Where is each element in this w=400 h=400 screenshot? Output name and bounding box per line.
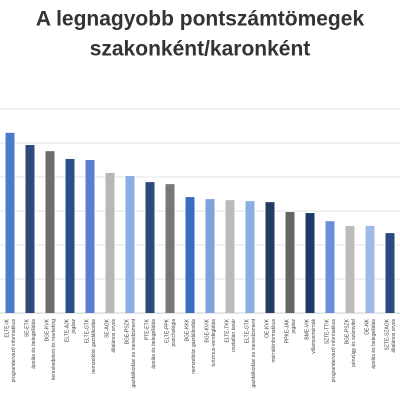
bar [365,225,375,313]
x-tick-sublabel: programtervező informatikus [11,319,17,383]
bar [45,151,55,313]
bar [5,132,15,313]
bar [105,172,115,313]
x-tick-sublabel: osztatlan tanár [231,319,237,352]
x-tick-sublabel: pénzügy és számvitel [351,319,357,367]
x-tick-sublabel: kereskedelem és marketing [51,319,57,380]
x-tick-sublabel: pszichológia [171,319,177,347]
bar [25,145,35,313]
x-tick-label: PPKE-JÁK [283,318,290,343]
x-tick-label: BGE-KKK [184,318,190,341]
x-tick-label: ELTE-TKK [224,318,230,342]
x-tick-label: SZTE-SZAOK [384,318,390,350]
x-tick-sublabel: általános orvos [391,319,397,353]
bar [165,184,175,313]
x-tick-sublabel: turizmus-vendéglátás [211,319,217,367]
bar [265,202,275,313]
x-tick-label: BME-VIK [304,318,310,339]
bar [145,182,155,313]
bar [65,158,75,313]
x-tick-label: SE-ETK [24,318,30,337]
bar [325,221,335,313]
x-tick-label: OE-KVK [264,318,270,338]
x-tick-sublabel: nemzetközi gazdálkodás [191,319,197,374]
x-tick-sublabel: programtervező informatikus [331,319,337,383]
chart-title: szakonként/karonként [90,38,311,61]
x-tick-label: ELTE-PPK [164,318,170,342]
bar [385,233,395,313]
bar [345,225,355,313]
x-tick-label: ELTE-ÁJK [63,318,70,342]
x-tick-label: ELTE-GTK [84,318,90,343]
x-tick-label: BGE-KVIK [204,318,210,342]
x-tick-label: DE-NK [364,318,370,334]
bar [285,212,295,313]
x-tick-label: ELTE-GTK [244,318,250,343]
bar [185,197,195,313]
bar [245,201,255,313]
x-tick-label: SE-ÁOK [103,318,110,338]
x-tick-sublabel: mérnökinformatikus [271,319,277,363]
x-tick-label: ELTE-IK [4,318,10,337]
x-tick-label: PTE-ETK [144,318,150,340]
chart-title: A legnagyobb pontszámtömegek [36,8,365,31]
x-tick-label: BGE-PSZK [344,318,350,344]
x-tick-sublabel: ápolás és betegellátás [151,319,157,369]
x-tick-label: SZTE-TTIK [324,318,330,344]
bar [225,200,235,313]
x-tick-sublabel: nemzetközi gazdálkodás [91,319,97,374]
x-tick-label: BGE-KVK [44,318,50,341]
bar [305,213,315,313]
x-tick-sublabel: ápolás és betegellátás [371,319,377,369]
bar [85,160,95,313]
x-tick-sublabel: gazdálkodási és menedzsment [131,318,137,387]
x-tick-sublabel: ápolás és betegellátás [31,319,37,369]
x-tick-label: BGE-PSZK [124,318,130,344]
bar [205,199,215,313]
x-tick-sublabel: általános orvos [111,319,117,353]
x-tick-sublabel: jogász [71,319,77,335]
x-tick-sublabel: jogász [291,319,297,335]
x-tick-sublabel: gazdálkodási és menedzsment [251,318,257,387]
bar [125,175,135,313]
x-tick-sublabel: villamosmérnök [311,319,317,354]
